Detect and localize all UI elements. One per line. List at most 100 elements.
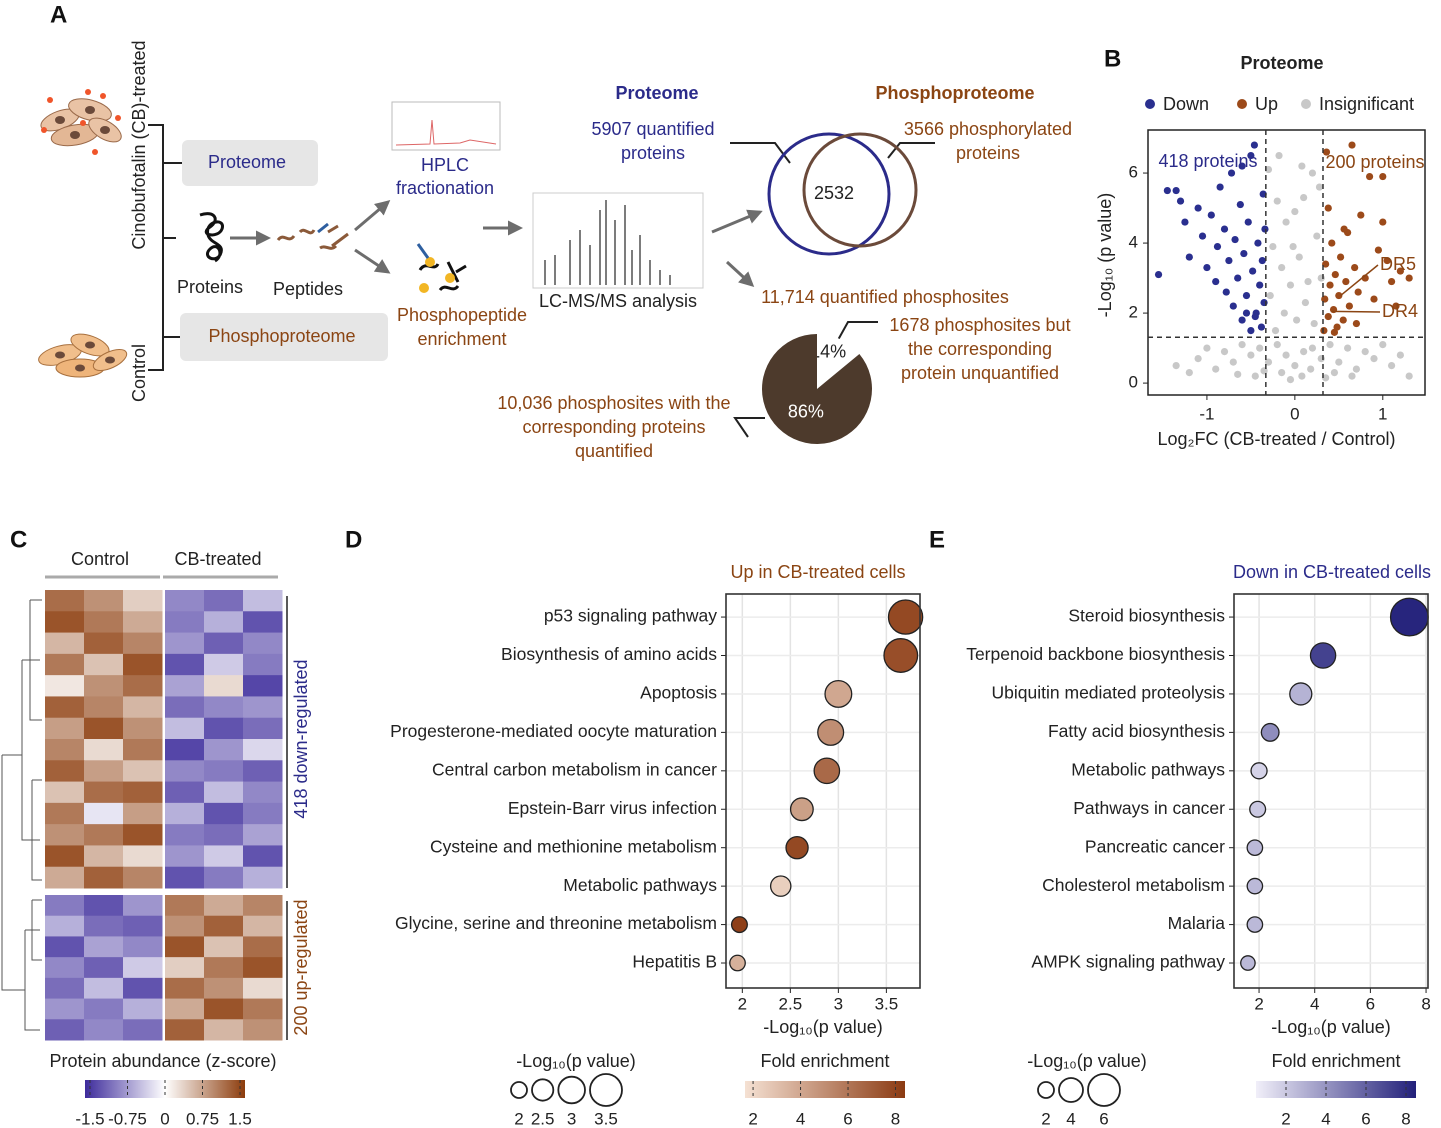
point: [1351, 263, 1359, 272]
heat-cell: [204, 1019, 244, 1041]
heat-cell: [45, 760, 85, 783]
category-label: Biosynthesis of amino acids: [501, 644, 717, 664]
heat-cell: [45, 632, 85, 655]
protein-icon: [199, 212, 224, 263]
size-legend-label: 2: [1041, 1109, 1050, 1128]
heat-cell: [84, 866, 124, 889]
heat-cell: [123, 977, 163, 1000]
dot: [887, 599, 924, 635]
heat-cell: [165, 696, 205, 719]
leader-line: [1340, 264, 1379, 297]
leader: [837, 321, 878, 341]
heat-cell: [45, 611, 85, 634]
point: [1238, 316, 1246, 324]
point: [1366, 172, 1374, 181]
category-label: Cholesterol metabolism: [1042, 875, 1225, 895]
heat-cell: [165, 895, 205, 917]
heat-cell: [204, 824, 244, 846]
size-legend-label: 3: [567, 1109, 576, 1128]
point: [1286, 281, 1295, 289]
heat-cell: [123, 915, 163, 937]
heat-cell: [204, 696, 244, 719]
heat-cell: [84, 696, 124, 719]
heat-cell: [165, 824, 205, 846]
heat-cell: [243, 760, 283, 783]
panel-label: C: [10, 526, 27, 553]
heat-cell: [123, 1019, 163, 1041]
point: [1264, 165, 1273, 174]
step-label: LC-MS/MS analysis: [539, 291, 697, 311]
dot: [789, 797, 814, 822]
dot: [1250, 762, 1268, 780]
point: [1330, 368, 1339, 377]
point: [1207, 211, 1215, 219]
point: [1291, 361, 1299, 370]
color-legend-label: 8: [1401, 1109, 1410, 1128]
size-legend-title: -Log₁₀(p value): [516, 1051, 636, 1071]
point: [1229, 302, 1237, 310]
point: [1242, 291, 1251, 300]
annotation: 200 proteins: [1325, 152, 1424, 172]
x-tick-label: -1: [1199, 404, 1214, 423]
x-axis-label: -Log₁₀(p value): [1271, 1017, 1391, 1037]
category-label: Steroid biosynthesis: [1068, 606, 1225, 626]
point: [1181, 218, 1189, 226]
heat-cell: [165, 998, 205, 1020]
column-group-label: CB-treated: [174, 549, 261, 569]
pie-label: 14%: [810, 341, 846, 361]
x-axis-label: -Log₁₀(p value): [763, 1017, 883, 1037]
heat-cell: [123, 696, 163, 719]
heat-cell: [165, 739, 205, 761]
dot: [817, 718, 845, 746]
step-label: fractionation: [396, 178, 494, 198]
heat-cell: [243, 895, 283, 917]
heat-cell: [165, 845, 205, 868]
color-legend-label: 4: [1321, 1109, 1330, 1128]
category-label: AMPK signaling pathway: [1031, 952, 1225, 972]
heat-cell: [123, 611, 163, 634]
heat-cell: [123, 845, 163, 868]
size-legend-label: 2: [514, 1109, 523, 1128]
point: [1387, 361, 1396, 370]
size-legend-circle: [1037, 1081, 1055, 1099]
point: [1392, 302, 1400, 310]
point: [1335, 358, 1343, 366]
condition-label: Cinobufotalin (CB)-treated: [129, 40, 149, 249]
heat-cell: [84, 845, 124, 868]
heat-cell: [123, 824, 163, 846]
heat-cell: [84, 611, 124, 634]
point: [1322, 374, 1330, 382]
heat-cell: [45, 895, 85, 917]
heat-cell: [165, 632, 205, 655]
category-label: p53 signaling pathway: [544, 606, 717, 626]
point: [1227, 169, 1236, 177]
size-legend-label: 4: [1066, 1109, 1075, 1128]
point: [1326, 340, 1334, 349]
heat-cell: [123, 653, 163, 676]
dot: [1289, 682, 1313, 706]
dot: [883, 638, 919, 673]
point: [1258, 256, 1266, 265]
heat-cell: [165, 717, 205, 740]
point: [1172, 186, 1180, 195]
pie-slice: [761, 334, 872, 444]
point: [1374, 246, 1382, 254]
heat-cell: [123, 936, 163, 958]
heat-cell: [243, 632, 283, 655]
point: [1212, 365, 1220, 373]
arrow: [725, 260, 755, 288]
count-label: quantified: [575, 441, 653, 461]
point-label: DR5: [1380, 254, 1416, 274]
color-legend-bar: [1256, 1081, 1416, 1098]
count-label: proteins: [956, 143, 1020, 163]
step-label: Peptides: [273, 279, 343, 299]
point: [1247, 326, 1255, 335]
point: [1352, 319, 1361, 328]
category-label: Pancreatic cancer: [1085, 836, 1225, 856]
point: [1342, 277, 1350, 286]
heat-cell: [84, 998, 124, 1020]
box-label: Phosphoproteome: [208, 326, 355, 346]
heat-cell: [204, 977, 244, 1000]
count-label: proteins: [621, 143, 685, 163]
